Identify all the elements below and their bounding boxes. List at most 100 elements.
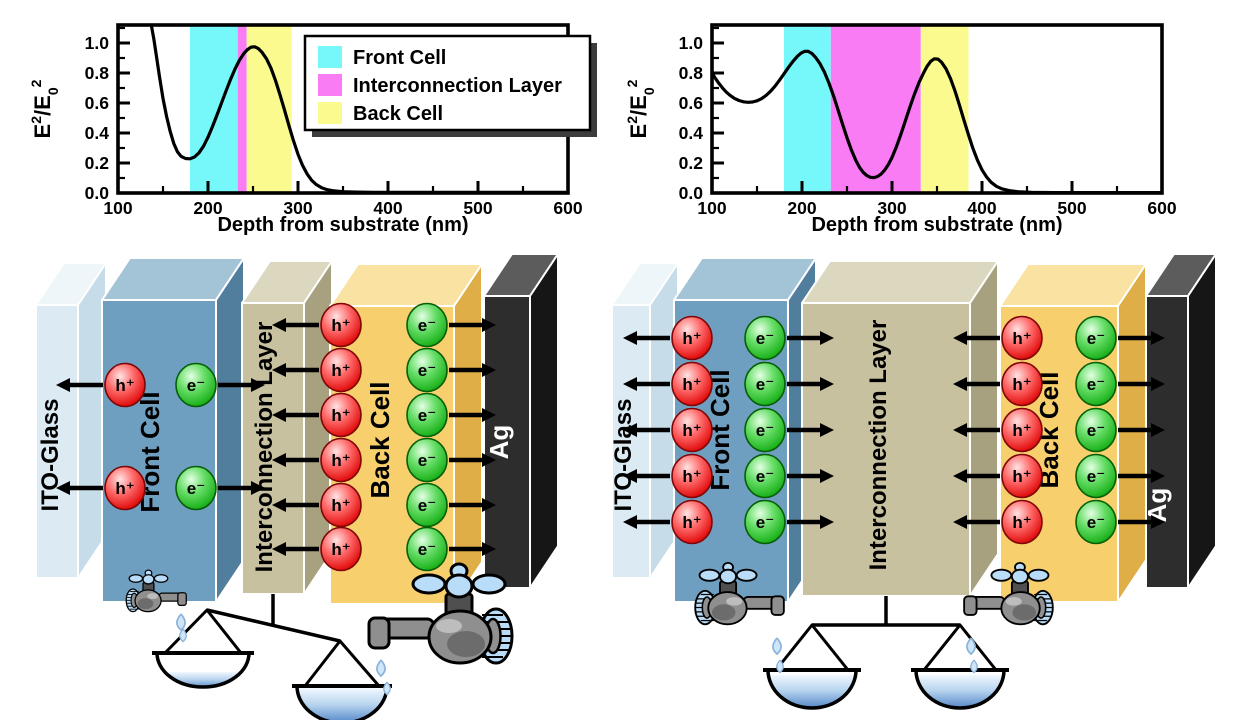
pan-bowl	[766, 668, 858, 710]
hole-arrow-head	[272, 542, 286, 556]
layer-label: ITO-Glass	[37, 399, 64, 512]
hole-arrow-head	[953, 331, 967, 345]
hole-sphere	[320, 482, 362, 528]
x-tick-label: 100	[103, 198, 132, 218]
electron-column: e⁻ e⁻ e⁻ e⁻ e⁻	[1075, 315, 1165, 545]
diagram-left-thin-interconnection: ITO-Glass Front Cell Interconnection Layer…	[35, 253, 559, 720]
electron-label: e⁻	[418, 540, 436, 559]
hole-column: h⁺ h⁺ h⁺ h⁺ h⁺	[623, 315, 713, 545]
diagram-right-thick-interconnection: ITO-Glass Front Cell Interconnection Layer…	[610, 253, 1217, 710]
water-drip-icon	[776, 659, 784, 674]
balance-scale	[152, 594, 392, 720]
x-tick-label: 400	[373, 198, 402, 218]
legend-item-interconnection-layer: Interconnection Layer	[318, 74, 562, 97]
electron-arrow-head	[820, 423, 834, 437]
layer-interconnection-layer: Interconnection Layer	[241, 260, 333, 595]
electron-arrow-head	[482, 453, 496, 467]
electron-column: e⁻ e⁻ e⁻ e⁻ e⁻	[744, 315, 834, 545]
hole-sphere	[1001, 407, 1043, 453]
x-tick-label: 500	[463, 198, 492, 218]
hole-column: h⁺ h⁺ h⁺ h⁺ h⁺	[953, 315, 1043, 545]
hole-sphere	[320, 347, 362, 393]
electron-label: e⁻	[1087, 421, 1105, 440]
ylabel-mid: /E	[30, 95, 55, 116]
hole-label: h⁺	[682, 421, 701, 440]
electron-label: e⁻	[418, 406, 436, 425]
band-interconnection-layer	[237, 25, 247, 193]
electron-arrow-head	[482, 363, 496, 377]
slab-front-face	[1145, 295, 1189, 589]
legend-item-back-cell: Back Cell	[318, 102, 443, 125]
electron-label: e⁻	[756, 421, 774, 440]
legend: Front Cell Interconnection Layer Back Ce…	[303, 34, 597, 137]
layer-label: Back Cell	[365, 381, 395, 498]
hole-arrow-head	[56, 481, 70, 495]
electron-sphere	[406, 526, 448, 572]
electron-sphere	[406, 347, 448, 393]
ylabel-sup: 2	[624, 116, 640, 124]
slab-top-face	[801, 260, 999, 304]
x-tick-label: 600	[553, 198, 582, 218]
slab-front-face	[101, 299, 217, 603]
y-tick-label: 0.4	[85, 123, 110, 143]
balance-pan	[292, 639, 392, 720]
electron-sphere	[744, 361, 786, 407]
slab-front-face	[483, 295, 531, 589]
electron-sphere	[1075, 499, 1117, 545]
plot-frame	[710, 23, 1164, 195]
slab-side-face	[529, 253, 559, 589]
y-tick-label: 0.6	[679, 93, 704, 113]
electron-label: e⁻	[756, 329, 774, 348]
hole-label: h⁺	[682, 329, 701, 348]
pan-water	[297, 687, 387, 720]
hole-sphere	[671, 407, 713, 453]
hole-sphere	[320, 392, 362, 438]
legend-swatch-back-cell	[318, 102, 342, 124]
x-axis-title-left: Depth from substrate (nm)	[217, 214, 468, 236]
y-axis-title-left: E2/E02	[28, 79, 61, 138]
ylabel-base: E	[626, 124, 651, 139]
electron-column: e⁻ e⁻	[175, 362, 265, 511]
electron-sphere	[406, 392, 448, 438]
hole-label: h⁺	[331, 540, 350, 559]
electron-label: e⁻	[187, 479, 205, 498]
electron-arrow-head	[1151, 423, 1165, 437]
x-tick-label: 200	[193, 198, 222, 218]
ylabel-sup2: 2	[28, 79, 44, 87]
slab-side-face	[1187, 253, 1217, 589]
intensity-curve	[149, 25, 568, 193]
y-axis-title-right: E2/E02	[624, 79, 657, 138]
hole-label: h⁺	[682, 375, 701, 394]
hole-arrow-head	[272, 318, 286, 332]
hole-sphere	[1001, 361, 1043, 407]
hole-label: h⁺	[331, 406, 350, 425]
y-tick-label: 1.0	[85, 33, 110, 53]
hole-label: h⁺	[1012, 467, 1031, 486]
layer-ag: Ag	[483, 253, 559, 589]
pan-hanger	[774, 623, 850, 672]
hole-label: h⁺	[1012, 421, 1031, 440]
band-front-cell	[190, 25, 238, 193]
hole-sphere	[320, 526, 362, 572]
balance-pan	[911, 623, 1009, 710]
water-drip-icon	[179, 628, 187, 643]
hole-label: h⁺	[682, 513, 701, 532]
water-drip-icon	[966, 637, 976, 656]
hole-column: h⁺ h⁺	[56, 362, 146, 511]
electron-sphere	[406, 482, 448, 528]
hole-arrow-head	[953, 515, 967, 529]
balance-scale	[763, 596, 1009, 710]
plot-area-right: 100 200 300 400 500 600 0.0 0.2 0.4 0.6 0.8 1.0	[679, 23, 1177, 218]
electron-sphere	[406, 437, 448, 483]
layer-interconnection-layer: Interconnection Layer	[801, 260, 999, 597]
electron-arrow-head	[820, 515, 834, 529]
hole-arrow-head	[272, 363, 286, 377]
hole-arrow-head	[623, 331, 637, 345]
electron-arrow-head	[482, 318, 496, 332]
layer-ag: Ag	[1142, 253, 1217, 589]
hole-sphere	[671, 315, 713, 361]
layer-label: Interconnection Layer	[251, 322, 278, 573]
hole-arrow-head	[623, 423, 637, 437]
hole-arrow-head	[623, 515, 637, 529]
